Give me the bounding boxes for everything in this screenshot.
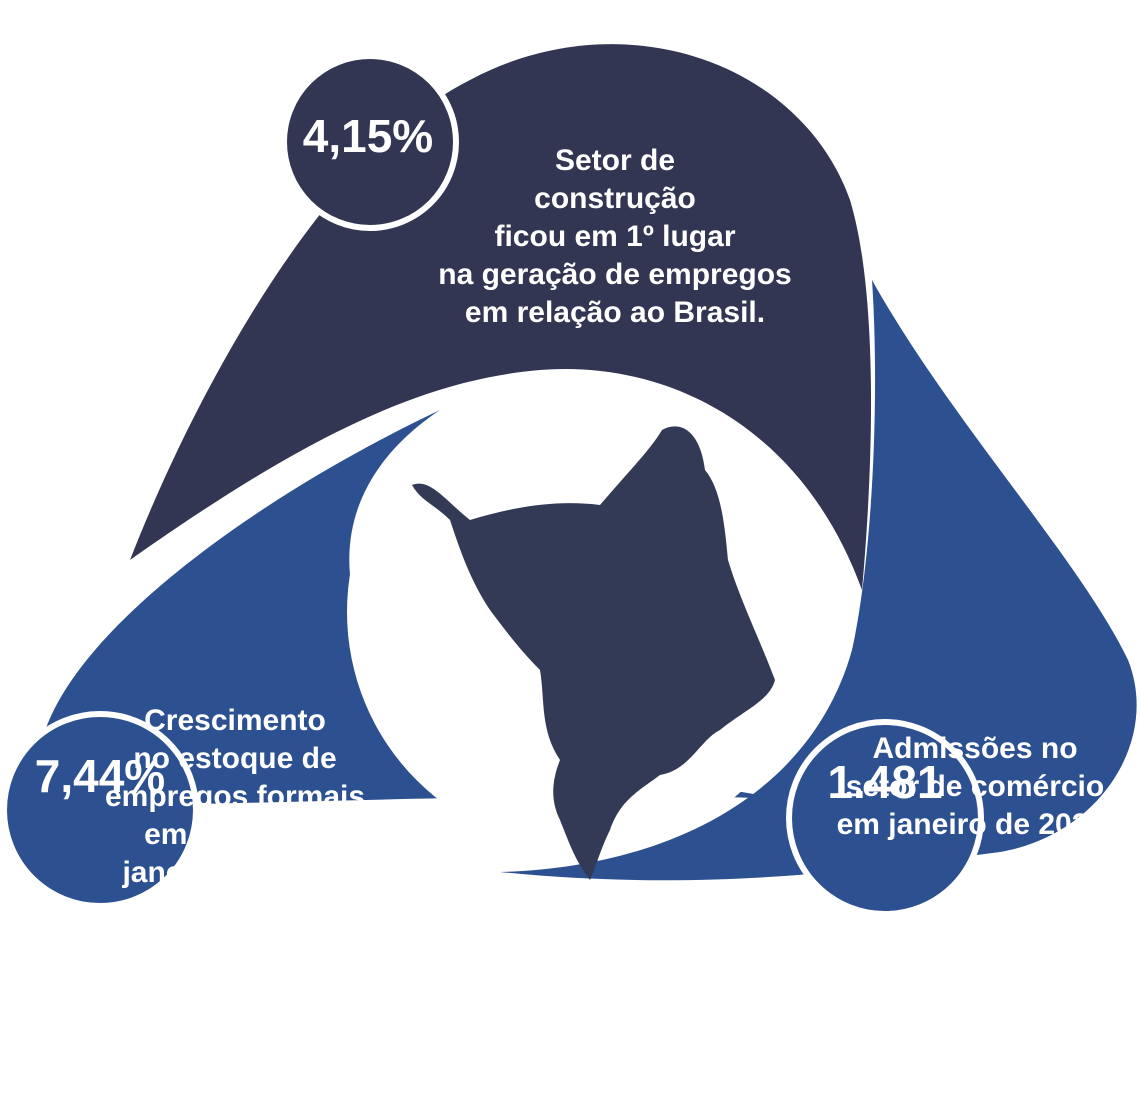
value-circle	[1, 711, 199, 909]
panel-text: janeiro de 2024.	[121, 856, 347, 889]
panel-text: Crescimento	[144, 704, 326, 737]
panel-text: empregos formais	[105, 780, 365, 813]
right-petal	[500, 280, 1137, 881]
panel-text: setor de comércio	[846, 770, 1104, 803]
panel-text: na geração de empregos	[438, 258, 791, 291]
top-petal	[130, 44, 872, 590]
value: 1.481	[827, 756, 942, 808]
panel-text: no estoque de	[133, 742, 336, 775]
panel-text: construção	[534, 182, 696, 215]
value-circle	[281, 53, 459, 231]
panel-text: ficou em 1º lugar	[494, 220, 735, 253]
map-silhouette	[412, 426, 775, 880]
panel-text: Admissões no	[872, 732, 1077, 765]
panel-text: em janeiro de 2025.	[837, 808, 1114, 841]
value: 7,44%	[35, 750, 165, 802]
panel-text: em relação ao Brasil.	[465, 296, 765, 329]
left-petal	[38, 410, 790, 805]
panel-text: em relação a	[144, 818, 326, 851]
value: 4,15%	[303, 110, 433, 162]
value-circle	[786, 719, 984, 917]
panel-text: Setor de	[555, 144, 675, 177]
